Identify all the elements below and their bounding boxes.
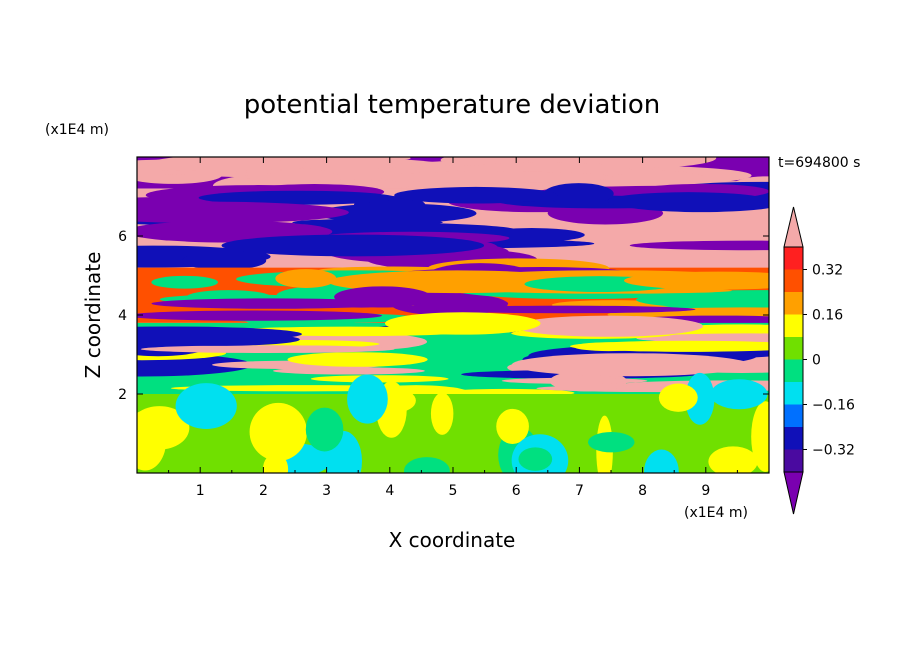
field-patch [249,402,307,461]
x-axis-label: X coordinate [389,528,516,552]
field-patch [310,375,449,383]
field-patch [221,234,485,257]
field-patch [685,372,715,425]
field-patch [435,305,696,314]
field-patch [334,286,431,308]
field-patch [181,251,267,270]
colorbar-segment [784,404,803,427]
field-patch [198,190,396,205]
colorbar-segment [784,269,803,292]
y-tick-label: 6 [118,229,127,245]
colorbar-tick-label: −0.16 [812,398,855,414]
colorbar-segment [784,292,803,315]
field-patch [636,333,769,344]
field-patch [137,310,382,321]
y-axis: 2 4 6 [118,229,769,403]
colorbar-tick-label: 0 [812,353,821,369]
y-tick-label: 2 [118,387,127,403]
field-patch [272,367,425,375]
field-patch [513,315,703,337]
colorbar-tick-label: 0.32 [812,263,843,279]
field-patch [151,275,218,289]
field-patch [137,159,317,171]
field-patch [751,401,769,472]
x-tick-label: 8 [638,483,647,499]
field-patch [607,192,769,211]
field-patch [518,447,553,471]
y-axis-label: Z coordinate [81,252,105,379]
contour-field [137,157,769,473]
x-tick-label: 7 [575,483,584,499]
x-tick-label: 3 [322,483,331,499]
colorbar-segment [784,382,803,405]
field-patch [629,240,769,251]
x-tick-label: 9 [701,483,710,499]
colorbar-extend-high [783,206,804,248]
x-tick-label: 2 [259,483,268,499]
field-patch [347,374,388,424]
chart-title: potential temperature deviation [244,90,660,120]
x-tick-label: 1 [196,483,205,499]
field-patch [137,410,167,471]
field-patch [151,298,393,309]
field-patch [140,345,395,353]
colorbar-segment [784,449,803,472]
field-patch [292,218,443,226]
colorbar-extend-low [783,471,804,515]
time-label: t=694800 s [778,155,860,171]
x-tick-label: 6 [512,483,521,499]
field-patch [385,312,541,335]
y-unit-label: (x1E4 m) [45,122,109,138]
field-patch [658,383,698,412]
colorbar-segment [784,427,803,450]
field-patch [573,342,644,352]
x-tick-label: 4 [385,483,394,499]
field-patch [403,457,450,473]
field-patch [287,352,428,367]
colorbar: 0.32 0.16 0 −0.16 −0.32 [783,206,855,515]
field-patch [377,171,614,184]
field-patch [262,453,289,473]
field-patch [137,333,300,346]
field-patch [624,271,769,290]
colorbar-tick-label: −0.32 [812,443,855,459]
field-patch [137,201,349,224]
field-patch [501,377,648,384]
field-patch [511,353,750,377]
field-patch [496,408,529,444]
colorbar-tick-label: 0.16 [812,308,843,324]
colorbar-segment [784,359,803,382]
x-tick-label: 5 [449,483,458,499]
colorbar-segment [784,247,803,270]
field-patch [275,269,337,288]
field-patch [644,449,679,473]
colorbar-segment [784,337,803,360]
y-tick-label: 4 [118,308,127,324]
x-axis: 1 2 3 4 5 6 7 8 9 [168,157,738,499]
x-unit-label: (x1E4 m) [684,505,748,521]
colorbar-segment [784,314,803,337]
field-patch [305,407,344,452]
field-patch [587,431,635,453]
field-patch [430,392,454,435]
field-patch [175,383,237,430]
field-patch [708,446,758,473]
field-patch [710,379,768,410]
field-patch [400,194,588,202]
